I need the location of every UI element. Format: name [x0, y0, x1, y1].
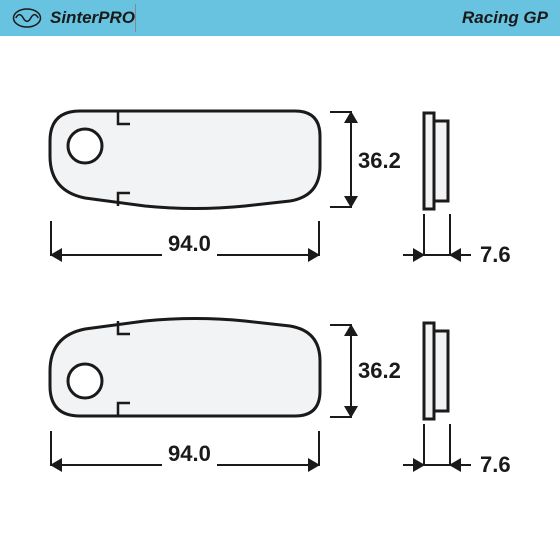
- header-separator: [135, 4, 136, 32]
- diagram-area: 36.2 94.0 7.6 36.2 94.0: [0, 36, 560, 560]
- pad1-width-label: 94.0: [162, 231, 217, 257]
- header-bar: SinterPRO Racing GP: [0, 0, 560, 36]
- brake-pad-2-side: [420, 321, 456, 426]
- brake-pad-1-side: [420, 111, 456, 216]
- pad2-width-label: 94.0: [162, 441, 217, 467]
- pad2-thickness-label: 7.6: [480, 452, 511, 478]
- pad1-height-label: 36.2: [358, 148, 401, 174]
- pad1-thickness-label: 7.6: [480, 242, 511, 268]
- product-label: Racing GP: [462, 8, 548, 28]
- pad2-height-label: 36.2: [358, 358, 401, 384]
- brake-pad-1: [45, 106, 325, 221]
- brake-pad-2: [45, 316, 325, 431]
- brand-label: SinterPRO: [50, 8, 135, 28]
- logo-icon: [12, 7, 42, 29]
